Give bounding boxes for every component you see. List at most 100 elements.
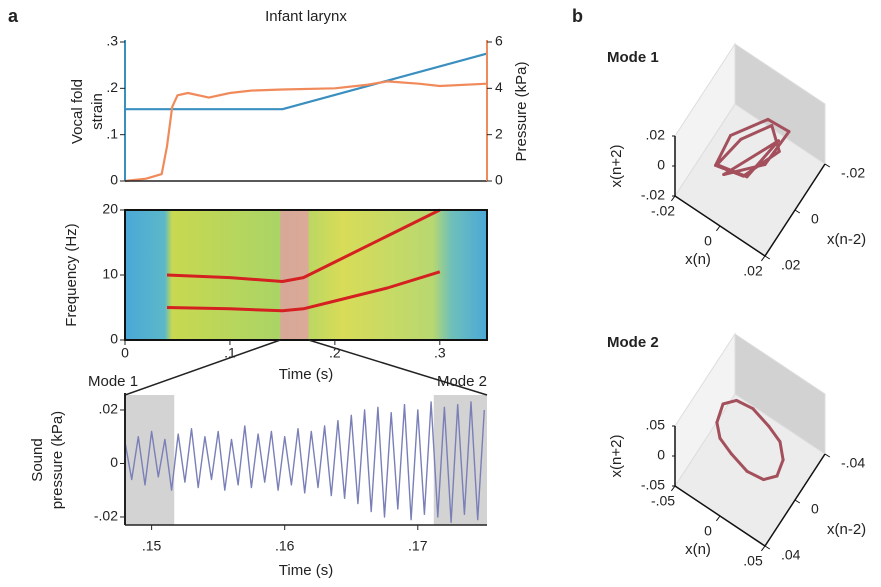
y-tick-label: .3 xyxy=(106,33,118,49)
trajectory-point xyxy=(729,452,733,456)
trajectory-point xyxy=(739,137,743,141)
x-tick-label: .05 xyxy=(743,553,763,569)
z-tick-label: -.05 xyxy=(641,477,665,493)
series-line xyxy=(166,270,441,313)
y-tick-label: .02 xyxy=(99,401,119,417)
y-tick-label: 0 xyxy=(811,501,819,517)
chart-title: Mode 1 xyxy=(607,49,659,66)
z-tick-label: .02 xyxy=(646,127,666,143)
y2-tick-label: 6 xyxy=(495,33,503,49)
trajectory-point xyxy=(767,424,771,428)
y-tick-label: -.02 xyxy=(841,165,865,181)
x-tick-label: -.05 xyxy=(651,493,675,509)
x-tick-label: .02 xyxy=(743,263,763,279)
x-axis-label: Time (s) xyxy=(279,562,333,579)
z-axis-label: x(n+2) xyxy=(608,145,625,188)
x-axis-label: Time (s) xyxy=(279,366,333,383)
y-tick-label: 10 xyxy=(102,266,118,282)
y-tick-label: 0 xyxy=(110,331,118,347)
x-tick-label: .17 xyxy=(408,538,428,554)
trajectory-point xyxy=(762,478,766,482)
x-tick-label: -.02 xyxy=(651,203,675,219)
x-tick xyxy=(761,545,766,552)
x-tick xyxy=(671,485,676,492)
shaded-region xyxy=(125,395,175,525)
x-tick xyxy=(716,515,721,522)
z-tick-label: 0 xyxy=(657,447,665,463)
trajectory xyxy=(714,117,791,179)
shaded-region xyxy=(280,210,309,340)
trajectory-point xyxy=(763,163,767,166)
zoom-line xyxy=(308,339,488,396)
annotation: Mode 1 xyxy=(88,373,138,390)
trajectory-point xyxy=(751,407,755,411)
annotation: Mode 2 xyxy=(437,373,487,390)
x-tick-label: 0 xyxy=(704,233,712,249)
y-tick xyxy=(764,255,771,260)
y-tick-label: 0 xyxy=(110,454,118,470)
y-tick-label: 0 xyxy=(110,172,118,188)
x-tick xyxy=(761,255,766,262)
y-tick-label: .1 xyxy=(106,125,118,141)
series-line xyxy=(124,80,488,183)
y-axis-label: pressure (kPa) xyxy=(49,411,66,509)
y-tick xyxy=(794,209,801,214)
y2-tick-label: 4 xyxy=(495,79,503,95)
trajectory-point xyxy=(734,398,738,402)
y-tick-label: .2 xyxy=(106,79,118,95)
trajectory-point xyxy=(721,402,725,406)
z-tick-label: -.02 xyxy=(641,187,665,203)
panel-label: a xyxy=(8,6,19,26)
trajectory-point xyxy=(741,174,745,178)
y-tick-label: -.04 xyxy=(841,455,865,471)
trajectory-point xyxy=(770,124,774,127)
z-axis-label: x(n+2) xyxy=(608,435,625,478)
panel-label: b xyxy=(572,6,583,26)
series-line xyxy=(166,208,441,283)
trajectory-point xyxy=(778,440,782,444)
trajectory-point xyxy=(729,134,732,137)
y-tick-label: .04 xyxy=(781,547,801,563)
trajectory-point xyxy=(722,173,726,176)
y2-tick-label: 0 xyxy=(495,172,503,188)
y-axis-label: strain xyxy=(89,93,106,130)
series-line xyxy=(125,52,488,111)
trajectory-point xyxy=(766,117,770,121)
trajectory-point xyxy=(787,130,791,134)
y-tick-label: 20 xyxy=(102,201,118,217)
x-axis-label: x(n) xyxy=(685,541,711,558)
x-tick-label: .15 xyxy=(142,538,162,554)
y-tick-label: -.02 xyxy=(94,508,118,524)
x-tick-label: 0 xyxy=(704,523,712,539)
trajectory-point xyxy=(781,458,785,462)
y-axis-label: x(n-2) xyxy=(827,521,866,538)
y2-axis-label: Pressure (kPa) xyxy=(513,61,530,161)
x-tick-label: 0 xyxy=(121,345,129,361)
y-tick xyxy=(824,163,831,168)
trajectory-point xyxy=(715,163,719,167)
y-axis-label: Sound xyxy=(29,438,46,481)
x-tick-label: .16 xyxy=(275,538,295,554)
y-tick xyxy=(764,545,771,550)
x-tick-label: .3 xyxy=(434,345,446,361)
chart-title: Infant larynx xyxy=(265,8,347,25)
trajectory-point xyxy=(777,139,780,143)
trajectory-point xyxy=(745,175,749,179)
z-tick-label: .05 xyxy=(646,417,666,433)
trajectory-point xyxy=(777,150,781,153)
trajectory-point xyxy=(775,474,779,478)
y-tick-label: 0 xyxy=(811,211,819,227)
y-axis-label: Frequency (Hz) xyxy=(63,223,80,326)
y-tick xyxy=(824,453,831,458)
x-tick-label: .1 xyxy=(224,345,236,361)
series-line xyxy=(124,401,485,523)
x-tick xyxy=(671,195,676,202)
zoom-line xyxy=(124,339,281,396)
trajectory-point xyxy=(715,421,719,425)
y-tick-label: .02 xyxy=(781,257,801,273)
z-tick-label: 0 xyxy=(657,157,665,173)
y-axis-label: x(n-2) xyxy=(827,231,866,248)
x-tick xyxy=(716,225,721,232)
y-axis-label: Vocal fold xyxy=(69,79,86,144)
